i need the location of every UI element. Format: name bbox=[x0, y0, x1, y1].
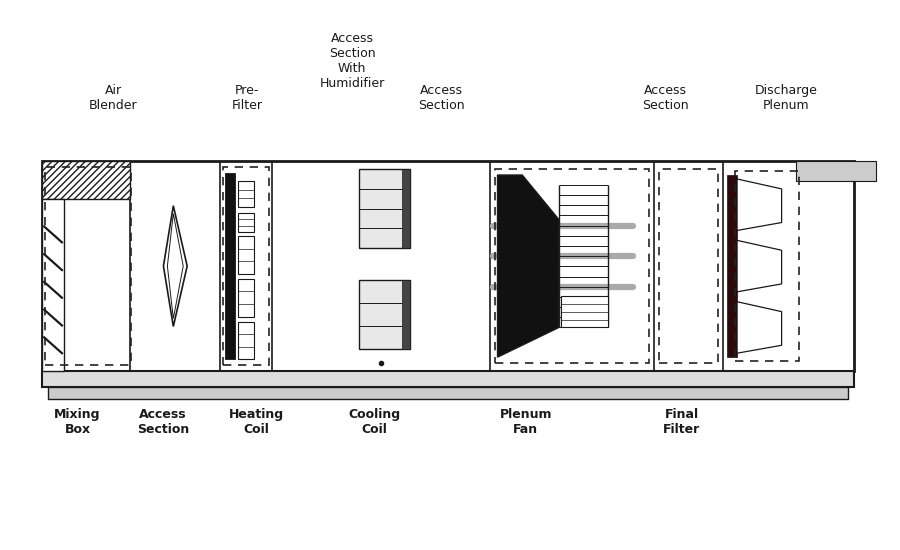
Bar bbox=[42, 161, 854, 371]
Bar bbox=[42, 199, 64, 371]
Bar bbox=[238, 213, 254, 233]
Bar bbox=[659, 169, 718, 363]
Text: Access
Section: Access Section bbox=[643, 84, 689, 112]
Bar bbox=[45, 167, 131, 365]
Text: Mixing
Box: Mixing Box bbox=[54, 409, 101, 436]
Text: Air
Blender: Air Blender bbox=[89, 84, 138, 112]
Bar bbox=[494, 169, 649, 363]
Bar bbox=[402, 169, 410, 248]
Polygon shape bbox=[737, 179, 781, 230]
Bar bbox=[727, 175, 737, 357]
Bar bbox=[561, 296, 608, 327]
Polygon shape bbox=[164, 206, 187, 327]
Text: Access
Section
With
Humidifier: Access Section With Humidifier bbox=[320, 32, 384, 90]
Text: Access
Section: Access Section bbox=[137, 409, 189, 436]
Polygon shape bbox=[737, 302, 781, 353]
Bar bbox=[223, 167, 269, 365]
Bar bbox=[42, 371, 854, 387]
Bar bbox=[796, 161, 876, 181]
Text: Plenum
Fan: Plenum Fan bbox=[500, 409, 552, 436]
Bar bbox=[225, 173, 235, 359]
Bar bbox=[735, 171, 799, 361]
Bar bbox=[359, 169, 410, 248]
Bar bbox=[359, 280, 410, 349]
Bar bbox=[238, 322, 254, 359]
Bar bbox=[238, 279, 254, 317]
Text: Pre-
Filter: Pre- Filter bbox=[231, 84, 263, 112]
Polygon shape bbox=[737, 240, 781, 292]
Polygon shape bbox=[498, 175, 559, 357]
Bar bbox=[42, 161, 130, 199]
Text: Final
Filter: Final Filter bbox=[663, 409, 700, 436]
Bar bbox=[238, 181, 254, 207]
Text: Discharge
Plenum: Discharge Plenum bbox=[754, 84, 817, 112]
Text: Heating
Coil: Heating Coil bbox=[230, 409, 284, 436]
Bar bbox=[402, 280, 410, 349]
Text: Cooling
Coil: Cooling Coil bbox=[348, 409, 400, 436]
Polygon shape bbox=[167, 213, 184, 318]
Bar bbox=[48, 387, 848, 399]
Text: Access
Section: Access Section bbox=[418, 84, 464, 112]
Bar bbox=[238, 236, 254, 274]
